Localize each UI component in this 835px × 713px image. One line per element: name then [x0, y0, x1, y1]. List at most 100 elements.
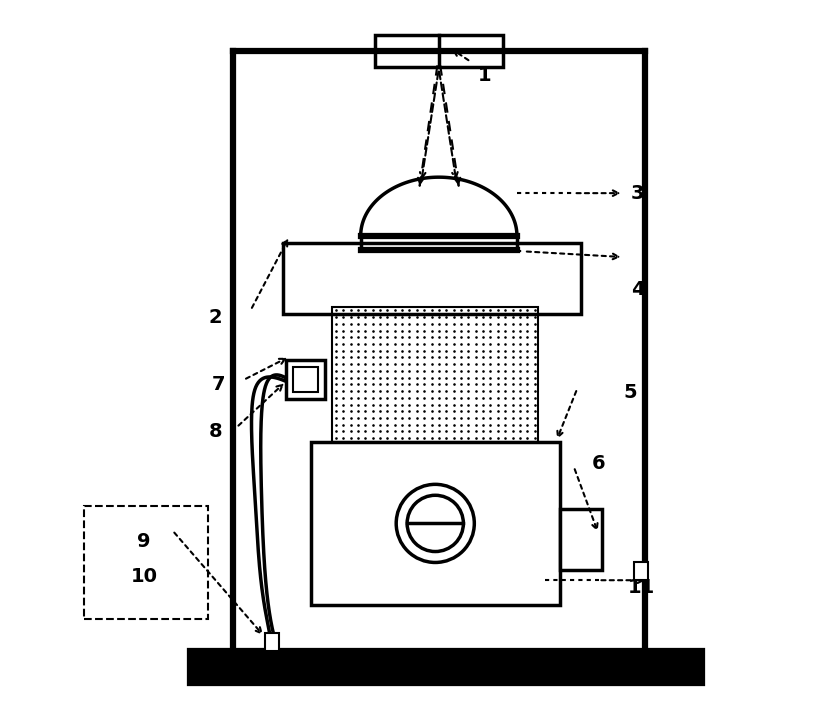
- Point: [528, 304, 541, 316]
- Point: [514, 304, 527, 316]
- Point: [462, 433, 475, 444]
- Point: [469, 372, 483, 384]
- Point: [388, 392, 402, 404]
- Point: [483, 332, 497, 343]
- Point: [483, 312, 497, 323]
- Point: [402, 372, 416, 384]
- Point: [410, 325, 423, 337]
- Point: [337, 433, 350, 444]
- Point: [410, 359, 423, 370]
- Point: [528, 379, 541, 390]
- Point: [521, 332, 534, 343]
- Point: [514, 312, 527, 323]
- Point: [344, 419, 357, 431]
- Point: [337, 345, 350, 356]
- FancyBboxPatch shape: [84, 506, 208, 620]
- Point: [329, 352, 342, 363]
- Bar: [286, 360, 325, 399]
- Point: [506, 406, 519, 417]
- Point: [491, 325, 504, 337]
- Point: [433, 304, 446, 316]
- Point: [381, 318, 394, 329]
- Point: [454, 433, 468, 444]
- Point: [528, 338, 541, 349]
- Point: [454, 412, 468, 424]
- Point: [454, 385, 468, 396]
- Point: [329, 338, 342, 349]
- Point: [498, 419, 512, 431]
- Point: [514, 385, 527, 396]
- Point: [381, 359, 394, 370]
- Point: [410, 406, 423, 417]
- Point: [439, 412, 453, 424]
- Point: [410, 338, 423, 349]
- Point: [373, 379, 387, 390]
- Point: [418, 359, 431, 370]
- Point: [521, 412, 534, 424]
- Point: [337, 399, 350, 410]
- Point: [483, 392, 497, 404]
- Point: [388, 345, 402, 356]
- Point: [425, 304, 438, 316]
- Point: [477, 406, 490, 417]
- Point: [329, 419, 342, 431]
- Point: [373, 312, 387, 323]
- Point: [402, 406, 416, 417]
- Point: [396, 412, 409, 424]
- Point: [483, 338, 497, 349]
- Point: [344, 379, 357, 390]
- Point: [521, 345, 534, 356]
- Point: [491, 359, 504, 370]
- Point: [337, 392, 350, 404]
- Point: [366, 399, 379, 410]
- Point: [425, 352, 438, 363]
- Point: [469, 399, 483, 410]
- Point: [462, 325, 475, 337]
- Point: [514, 359, 527, 370]
- Point: [483, 379, 497, 390]
- Point: [388, 352, 402, 363]
- Point: [477, 426, 490, 437]
- Point: [337, 359, 350, 370]
- Point: [506, 412, 519, 424]
- Point: [388, 304, 402, 316]
- Point: [469, 318, 483, 329]
- Point: [410, 352, 423, 363]
- Point: [337, 412, 350, 424]
- Text: 6: 6: [592, 453, 605, 473]
- Point: [418, 304, 431, 316]
- Point: [491, 433, 504, 444]
- Point: [425, 359, 438, 370]
- Point: [528, 365, 541, 376]
- Point: [454, 352, 468, 363]
- Point: [418, 318, 431, 329]
- Point: [373, 345, 387, 356]
- Point: [477, 365, 490, 376]
- Point: [506, 419, 519, 431]
- Point: [477, 332, 490, 343]
- Point: [358, 372, 372, 384]
- Point: [388, 312, 402, 323]
- Point: [521, 365, 534, 376]
- Point: [483, 433, 497, 444]
- Point: [329, 379, 342, 390]
- Point: [396, 312, 409, 323]
- Point: [329, 406, 342, 417]
- Point: [454, 392, 468, 404]
- Point: [491, 392, 504, 404]
- Point: [439, 325, 453, 337]
- Point: [521, 372, 534, 384]
- Point: [528, 419, 541, 431]
- Point: [329, 426, 342, 437]
- Point: [528, 392, 541, 404]
- Point: [329, 345, 342, 356]
- Point: [373, 392, 387, 404]
- Point: [337, 338, 350, 349]
- Point: [477, 345, 490, 356]
- Point: [402, 338, 416, 349]
- Point: [373, 426, 387, 437]
- Point: [469, 325, 483, 337]
- Point: [381, 379, 394, 390]
- Point: [388, 332, 402, 343]
- Point: [447, 433, 460, 444]
